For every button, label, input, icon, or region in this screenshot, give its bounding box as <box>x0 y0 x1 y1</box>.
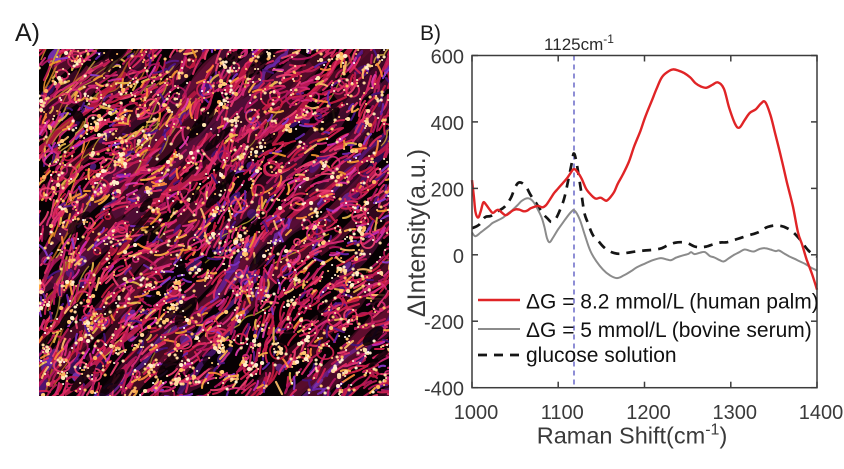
svg-text:ΔG = 5 mmol/L (bovine serum): ΔG = 5 mmol/L (bovine serum) <box>526 319 812 342</box>
svg-text:-200: -200 <box>424 312 464 334</box>
svg-text:1400: 1400 <box>799 402 844 424</box>
svg-text:-400: -400 <box>424 379 464 401</box>
svg-text:glucose solution: glucose solution <box>526 344 677 367</box>
svg-text:1125cm-1: 1125cm-1 <box>544 32 614 54</box>
svg-text:1100: 1100 <box>541 402 584 424</box>
svg-text:400: 400 <box>431 113 464 135</box>
svg-text:1300: 1300 <box>713 402 758 424</box>
svg-text:Raman Shift(cm-1): Raman Shift(cm-1) <box>537 422 728 449</box>
svg-text:600: 600 <box>431 47 464 69</box>
svg-text:1200: 1200 <box>626 402 671 424</box>
svg-text:200: 200 <box>431 179 464 201</box>
svg-text:0: 0 <box>453 246 464 268</box>
svg-text:1000: 1000 <box>454 402 499 424</box>
svg-text:ΔIntensity(a.u.): ΔIntensity(a.u.) <box>403 149 431 317</box>
svg-text:A): A) <box>15 19 40 47</box>
svg-text:ΔG = 8.2 mmol/L (human palm): ΔG = 8.2 mmol/L (human palm) <box>526 291 819 314</box>
svg-text:B): B) <box>420 22 441 45</box>
